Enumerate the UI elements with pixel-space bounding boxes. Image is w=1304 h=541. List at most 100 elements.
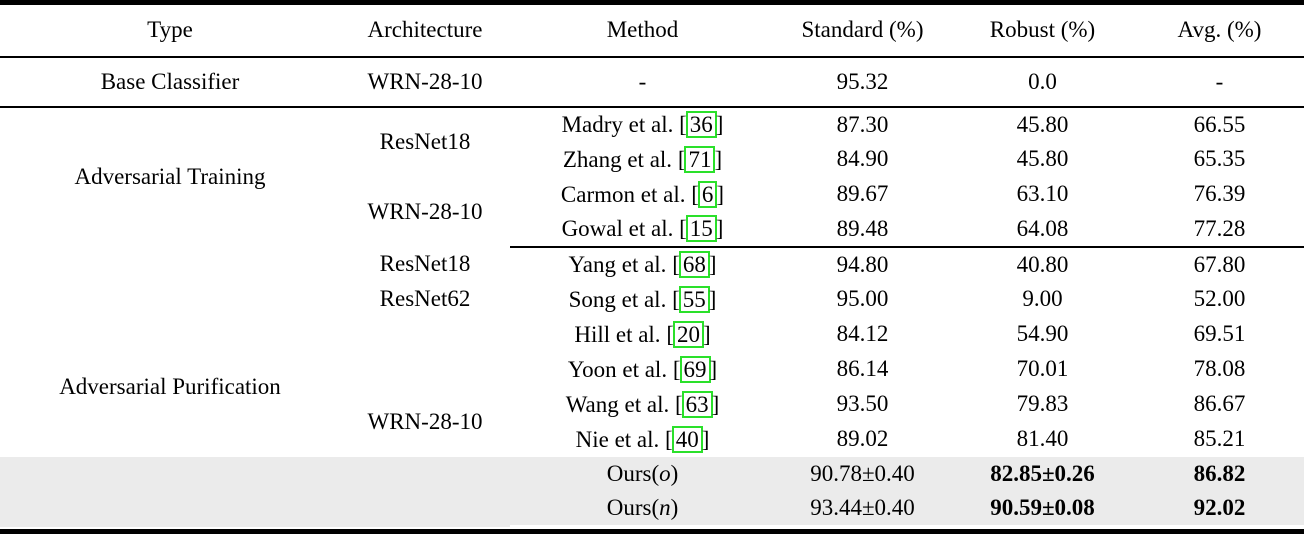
method-name: Ours( (606, 461, 660, 487)
citation-link[interactable]: 71 (684, 145, 716, 173)
column-header-avg: Avg. (%) (1135, 5, 1304, 58)
cell-avg: 78.08 (1193, 356, 1246, 382)
column-header-architecture: Architecture (340, 5, 510, 58)
cell-robust: 90.59±0.08 (950, 492, 1135, 529)
bracket-close: ] (711, 391, 720, 417)
bracket-close: ] (702, 321, 711, 347)
cell-method: Wang et al. [63] (510, 387, 775, 422)
header-row: Type Architecture Method Standard (%) Ro… (0, 5, 1304, 58)
cell-robust: 40.80 (1016, 251, 1069, 277)
bracket-open: [ (691, 181, 699, 207)
section-base-classifier: Base Classifier WRN-28-10 - 95.32 0.0 - (0, 57, 1304, 108)
citation-link[interactable]: 15 (685, 215, 717, 243)
section-adversarial-purification: Adversarial Purification ResNet18 Yang e… (0, 247, 1304, 529)
citation-link[interactable]: 40 (671, 425, 703, 453)
cell-avg: 69.51 (1193, 321, 1246, 347)
method-variant: n (659, 495, 671, 521)
cell-type-adversarial-training: Adversarial Training (74, 164, 266, 190)
cell-avg: 67.80 (1193, 251, 1246, 277)
table-header: Type Architecture Method Standard (%) Ro… (0, 5, 1304, 58)
bracket-open: [ (672, 252, 680, 278)
table-row-ours-o: Ours(o) 90.78±0.40 82.85±0.26 86.82 (0, 457, 1304, 492)
cell-standard: 94.80 (836, 251, 889, 277)
cell-avg: 85.21 (1193, 426, 1246, 452)
method-name: Wang et al. (565, 391, 675, 417)
citation-link[interactable]: 69 (679, 355, 711, 383)
bracket-close: ] (716, 181, 725, 207)
cell-standard: 89.02 (836, 426, 889, 452)
method-name: Hill et al. (574, 321, 667, 347)
method-variant: o (659, 461, 671, 487)
table-row-hill: WRN-28-10 Hill et al. [20] 84.12 54.90 6… (0, 317, 1304, 527)
cell-standard: 84.90 (836, 146, 889, 172)
bracket-close: ] (709, 356, 718, 382)
cell-robust: 45.80 (1016, 111, 1069, 137)
cell-method: - (510, 57, 775, 108)
bracket-open: [ (679, 216, 687, 242)
cell-method: Yang et al. [68] (510, 247, 775, 282)
method-name: Ours( (606, 495, 660, 521)
method-name: Zhang et al. (562, 146, 678, 172)
cell-standard: 86.14 (836, 356, 889, 382)
table-row-nie: Nie et al. [40] 89.02 81.40 85.21 (0, 422, 1304, 457)
cell-robust: 9.00 (1022, 286, 1063, 312)
cell-robust: 0.0 (950, 57, 1135, 108)
cell-method: Madry et al. [36] (510, 107, 775, 142)
bracket-close: ] (715, 112, 724, 138)
cell-robust: 45.80 (1016, 146, 1069, 172)
method-name: Yoon et al. (567, 356, 673, 382)
bracket-open: [ (672, 286, 680, 312)
table-row-zhang: Zhang et al. [71] 84.90 45.80 65.35 (0, 142, 1304, 177)
cell-standard: 84.12 (836, 321, 889, 347)
cell-robust: 54.90 (1016, 321, 1069, 347)
cell-type-adversarial-purification: Adversarial Purification (0, 247, 340, 527)
column-header-standard: Standard (%) (775, 5, 950, 58)
cell-method-ours-n: Ours(n) (510, 492, 775, 529)
bracket-close: ] (708, 252, 717, 278)
cell-avg: 52.00 (1193, 286, 1246, 312)
cell-avg: 92.02 (1135, 492, 1304, 529)
column-header-robust: Robust (%) (950, 5, 1135, 58)
method-name: Carmon et al. (560, 181, 692, 207)
cell-avg: 77.28 (1135, 212, 1304, 248)
cell-standard: 87.30 (836, 111, 889, 137)
bracket-close: ] (714, 146, 723, 172)
bracket-open: [ (674, 391, 683, 417)
citation-link[interactable]: 68 (678, 251, 710, 279)
cell-method: Carmon et al. [6] (510, 177, 775, 212)
cell-type: Base Classifier (0, 57, 340, 108)
cell-architecture-resnet62: ResNet62 (379, 286, 471, 312)
cell-avg: 66.55 (1193, 111, 1246, 137)
method-name-end: ) (670, 495, 679, 521)
citation-link[interactable]: 20 (672, 320, 704, 348)
table-row-base-classifier: Base Classifier WRN-28-10 - 95.32 0.0 - (0, 57, 1304, 108)
cell-avg: 86.67 (1193, 391, 1246, 417)
cell-robust: 82.85±0.26 (950, 457, 1135, 492)
cell-architecture-wrn-28-10: WRN-28-10 (367, 198, 483, 224)
bracket-open: [ (679, 112, 687, 138)
results-table: Type Architecture Method Standard (%) Ro… (0, 5, 1304, 529)
bracket-open: [ (672, 356, 681, 382)
citation-link[interactable]: 36 (685, 111, 717, 139)
cell-avg: 76.39 (1193, 181, 1246, 207)
column-header-method: Method (510, 5, 775, 58)
table-row-madry: Adversarial Training ResNet18 Madry et a… (0, 107, 1304, 189)
method-name: Nie et al. (575, 426, 666, 452)
cell-method: Yoon et al. [69] (510, 352, 775, 387)
table-row-ours-n: Ours(n) 93.44±0.40 90.59±0.08 92.02 (0, 492, 1304, 529)
cell-standard: 93.50 (836, 391, 889, 417)
citation-link[interactable]: 6 (697, 180, 718, 208)
cell-method: Hill et al. [20] (510, 317, 775, 352)
bracket-open: [ (677, 146, 686, 172)
citation-link[interactable]: 63 (681, 390, 713, 418)
table-row-wang: Wang et al. [63] 93.50 79.83 86.67 (0, 387, 1304, 422)
method-name-end: ) (670, 461, 679, 487)
bracket-open: [ (665, 426, 673, 452)
cell-robust: 64.08 (950, 212, 1135, 248)
cell-method: Gowal et al. [15] (510, 212, 775, 248)
cell-standard: 89.48 (775, 212, 950, 248)
cell-architecture-resnet18: ResNet18 (379, 129, 471, 155)
table-row-yang: Adversarial Purification ResNet18 Yang e… (0, 247, 1304, 527)
citation-link[interactable]: 55 (678, 285, 710, 313)
table-row-carmon: WRN-28-10 Carmon et al. [6] 89.67 63.10 … (0, 177, 1304, 224)
